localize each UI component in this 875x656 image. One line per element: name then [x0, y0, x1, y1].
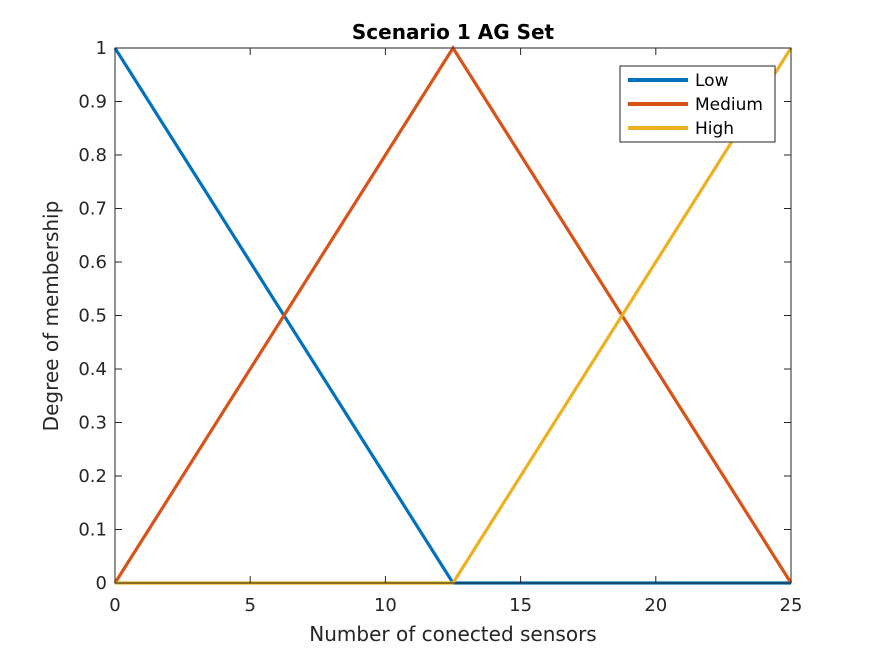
y-tick-label: 0	[96, 573, 107, 594]
x-tick-label: 5	[244, 595, 255, 616]
y-tick-label: 0.1	[78, 520, 107, 541]
y-axis-title: Degree of membership	[39, 201, 63, 432]
y-tick-label: 0.8	[78, 145, 107, 166]
y-tick-label: 1	[96, 38, 107, 59]
legend-label-high: High	[695, 119, 734, 139]
chart-title: Scenario 1 AG Set	[352, 20, 555, 44]
y-tick-label: 0.2	[78, 466, 107, 487]
x-tick-label: 20	[644, 595, 667, 616]
x-tick-label: 25	[780, 595, 803, 616]
y-tick-label: 0.9	[78, 92, 107, 113]
legend-label-low: Low	[695, 71, 729, 91]
y-tick-label: 0.6	[78, 252, 107, 273]
y-tick-label: 0.5	[78, 306, 107, 327]
x-tick-label: 15	[509, 595, 532, 616]
y-tick-label: 0.3	[78, 413, 107, 434]
y-tick-label: 0.4	[78, 359, 107, 380]
y-tick-label: 0.7	[78, 199, 107, 220]
x-tick-label: 0	[109, 595, 120, 616]
legend-label-medium: Medium	[695, 95, 763, 115]
x-tick-label: 10	[374, 595, 397, 616]
x-axis-title: Number of conected sensors	[309, 622, 596, 646]
